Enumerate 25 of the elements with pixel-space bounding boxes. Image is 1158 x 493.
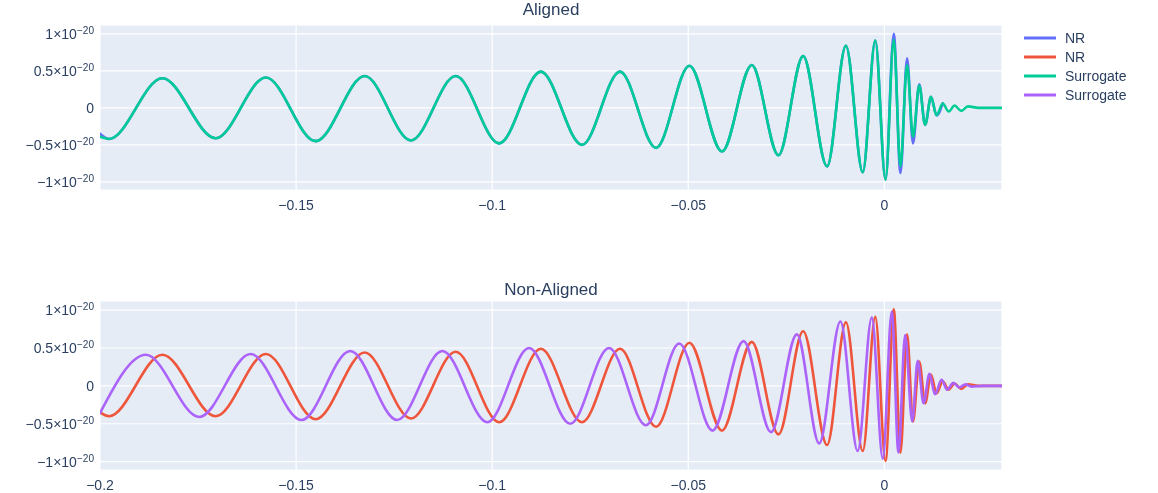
x-tick-label: 0: [880, 477, 889, 493]
chart-title: Non-Aligned: [503, 280, 599, 300]
y-tick-label: 0: [86, 377, 95, 394]
legend-label: Surrogate: [1065, 86, 1127, 103]
legend-label: NR: [1065, 48, 1086, 65]
y-tick-label: 0: [86, 99, 95, 116]
chart-title: Aligned: [521, 0, 581, 20]
y-tick-label: 1×10$^{−20}$: [45, 24, 95, 42]
legend-label: Surrogate: [1065, 67, 1127, 84]
y-tick-label: 0.5×10$^{−20}$: [33, 61, 95, 79]
x-tick-label: −0.05: [670, 197, 707, 213]
y-tick-label: 1×10$^{−20}$: [45, 300, 95, 319]
x-tick-label: −0.1: [478, 197, 507, 213]
x-tick-label: −0.05: [670, 477, 707, 493]
x-tick-label: −0.15: [278, 477, 315, 493]
x-tick-label: −0.2: [86, 477, 115, 493]
y-tick-label: 0.5×10$^{−20}$: [33, 338, 95, 356]
y-tick-label: −0.5×10$^{−20}$: [25, 135, 95, 153]
legend-label: NR: [1065, 29, 1086, 46]
y-tick-label: −1×10$^{−20}$: [37, 172, 95, 190]
x-tick-label: −0.1: [478, 477, 507, 493]
x-tick-label: −0.15: [278, 197, 315, 213]
y-tick-label: −0.5×10$^{−20}$: [25, 414, 95, 432]
x-tick-label: 0: [880, 197, 889, 213]
y-tick-label: −1×10$^{−20}$: [37, 452, 95, 470]
